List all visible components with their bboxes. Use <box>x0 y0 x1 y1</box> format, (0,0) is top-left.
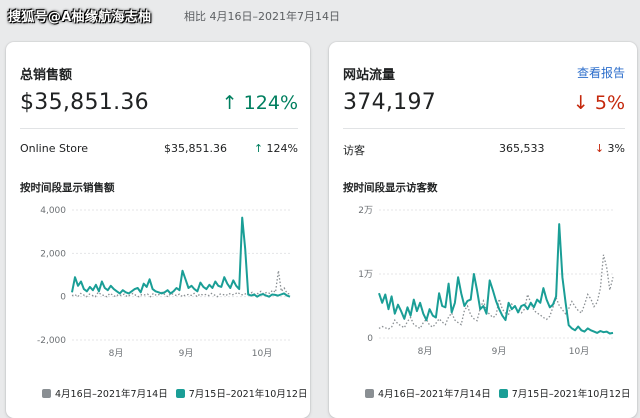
x-tick-label: 10月 <box>569 346 589 357</box>
legend-swatch <box>498 389 508 398</box>
chart-subtitle: 按时间段显示销售额 <box>20 182 115 194</box>
total-sales-value: $35,851.36 <box>20 90 149 115</box>
legend-item-current[interactable]: 7月15日–2021年10月12日 <box>498 386 631 400</box>
breakdown-value: $35,851.36 <box>164 142 227 155</box>
legend-label: 7月15日–2021年10月12日 <box>511 389 631 400</box>
x-tick-label: 9月 <box>179 348 194 359</box>
x-tick-label: 9月 <box>492 346 507 357</box>
card-title: 总销售额 <box>20 68 73 83</box>
breakdown-row-online-store[interactable]: Online Store $35,851.36 ↑ 124% <box>20 142 298 156</box>
chart-subtitle: 按时间段显示访客数 <box>343 182 438 194</box>
sales-line-chart: 4,000 2,000 0 -2,000 8月 9月 10月 <box>37 206 291 359</box>
chart-legend: 4月16日–2021年7月14日 7月15日–2021年10月12日 <box>42 386 315 400</box>
chart-legend: 4月16日–2021年7月14日 7月15日–2021年10月12日 <box>365 386 638 400</box>
y-tick-label: 0 <box>60 293 66 303</box>
legend-item-previous[interactable]: 4月16日–2021年7月14日 <box>365 386 491 400</box>
x-tick-label: 8月 <box>418 346 433 357</box>
breakdown-change: ↓ 3% <box>595 142 625 155</box>
legend-swatch <box>365 389 374 398</box>
y-tick-label: 2,000 <box>40 249 66 259</box>
legend-swatch <box>42 389 51 398</box>
y-tick-label: -2,000 <box>37 336 66 346</box>
total-sales-card: 总销售额 $35,851.36 ↑ 124% Online Store $35,… <box>6 42 310 418</box>
x-tick-label: 10月 <box>252 348 272 359</box>
divider <box>20 128 298 129</box>
comparison-period-label: 相比 4月16日–2021年7月14日 <box>184 10 340 23</box>
series-line-current <box>378 223 614 335</box>
total-traffic-change: ↓ 5% <box>572 92 625 114</box>
breakdown-value: 365,533 <box>499 142 545 155</box>
x-tick-label: 8月 <box>109 348 124 359</box>
breakdown-change-value: 3% <box>607 142 625 155</box>
y-tick-label: 0 <box>367 334 373 344</box>
card-title: 网站流量 <box>343 68 396 83</box>
legend-label: 4月16日–2021年7月14日 <box>378 389 491 400</box>
y-tick-label: 4,000 <box>40 206 66 216</box>
legend-item-current[interactable]: 7月15日–2021年10月12日 <box>175 386 308 400</box>
breakdown-row-visitors[interactable]: 访客 365,533 ↓ 3% <box>343 142 625 157</box>
breakdown-label: 访客 <box>343 144 365 157</box>
legend-item-previous[interactable]: 4月16日–2021年7月14日 <box>42 386 168 400</box>
legend-swatch <box>175 389 185 398</box>
series-line-current <box>71 216 291 298</box>
total-sales-change: ↑ 124% <box>221 92 298 114</box>
breakdown-change-value: 124% <box>266 142 298 155</box>
website-traffic-card: 网站流量 查看报告 374,197 ↓ 5% 访客 365,533 ↓ 3% 按… <box>329 42 637 418</box>
watermark: 搜狐号@A柚缘航海志柚 <box>8 10 152 25</box>
total-traffic-value: 374,197 <box>343 90 437 115</box>
breakdown-label: Online Store <box>20 142 89 155</box>
legend-label: 4月16日–2021年7月14日 <box>55 389 168 400</box>
view-report-link[interactable]: 查看报告 <box>576 66 625 80</box>
arrow-down-icon: ↓ <box>594 142 605 155</box>
y-tick-label: 1万 <box>358 270 373 280</box>
divider <box>343 128 625 129</box>
breakdown-change: ↑ 124% <box>254 142 298 155</box>
series-line-previous <box>378 254 614 330</box>
y-tick-label: 2万 <box>358 206 373 216</box>
visitors-line-chart: 2万 1万 0 8月 9月 10月 <box>358 206 614 357</box>
arrow-up-icon: ↑ <box>253 142 264 155</box>
legend-label: 7月15日–2021年10月12日 <box>188 389 308 400</box>
